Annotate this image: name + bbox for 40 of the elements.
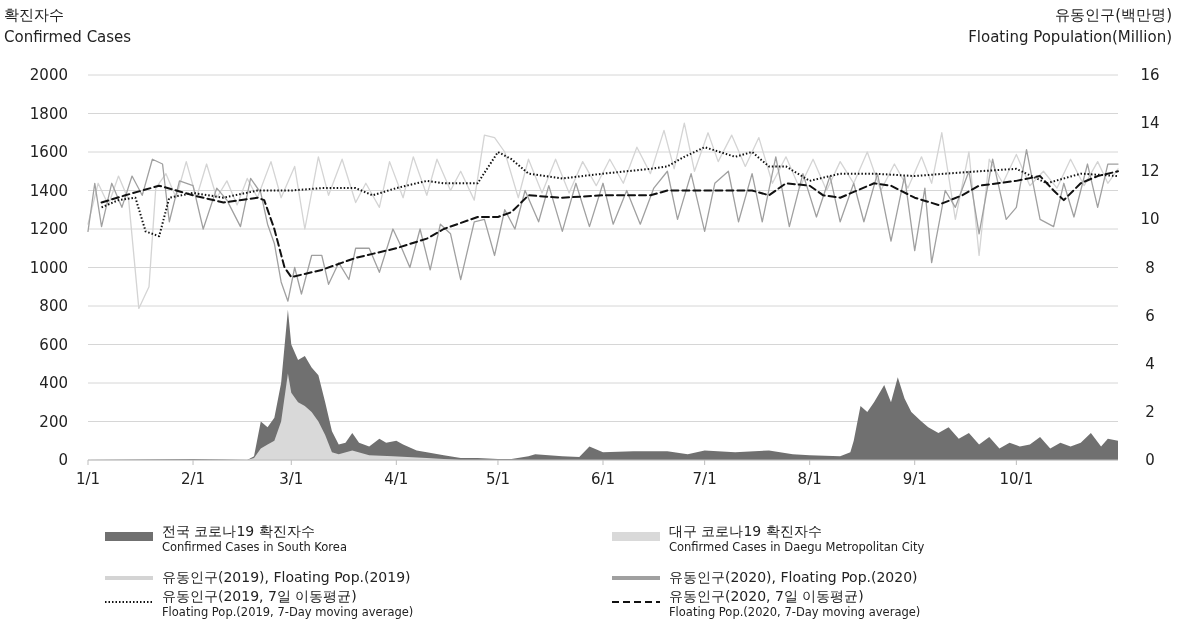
y-tick-label: 2000 [29, 66, 68, 84]
y2-tick-label: 0 [1145, 451, 1155, 469]
x-tick-label: 6/1 [590, 470, 616, 488]
legend-label: 유동인구(2020), Floating Pop.(2020) [669, 569, 918, 585]
y2-tick-label: 2 [1145, 402, 1155, 421]
y2-tick-label: 12 [1140, 162, 1160, 181]
y-tick-label: 200 [39, 412, 68, 431]
legend-label: 유동인구(2019, 7일 이동평균) Floating Pop.(2019, 7-Day moving average) [162, 588, 414, 619]
y-axis-title: 확진자수 Confirmed Cases [4, 6, 132, 46]
line-series [87, 148, 1119, 302]
x-tick-label: 7/1 [692, 470, 717, 488]
y2-tick-label: 16 [1140, 66, 1160, 84]
y-tick-label: 800 [39, 297, 68, 315]
y2-tick-label: 8 [1145, 258, 1155, 277]
legend-label: 전국 코로나19 확진자수 Confirmed Cases in South Korea [162, 523, 347, 554]
y-tick-label: 600 [39, 335, 68, 354]
y-tick-label: 400 [39, 374, 68, 392]
x-tick-label: 8/1 [797, 470, 822, 488]
y-tick-label: 1000 [29, 258, 68, 277]
y2-tick-label: 10 [1140, 210, 1160, 229]
y-tick-label: 1400 [29, 181, 68, 200]
x-tick-label: 3/1 [279, 470, 304, 488]
y2-tick-label: 6 [1145, 306, 1155, 325]
y-tick-label: 1800 [29, 104, 68, 123]
x-tick-label: 9/1 [902, 470, 927, 488]
y2-axis-title: 유동인구(백만명) Floating Population(Million) [968, 6, 1172, 46]
x-tick-label: 2/1 [180, 470, 206, 488]
x-tick-label: 5/1 [485, 470, 511, 488]
legend-label: 유동인구(2020, 7일 이동평균) Floating Pop.(2020, 7-Day moving average) [669, 588, 921, 619]
y-tick-label: 0 [58, 451, 68, 469]
legend-label: 대구 코로나19 확진자수 Confirmed Cases in Daegu Metropolitan City [669, 523, 925, 554]
y-tick-label: 1600 [29, 143, 68, 161]
x-tick-label: 1/1 [75, 470, 101, 488]
x-tick-label: 10/1 [999, 470, 1034, 488]
line-series [87, 122, 1119, 310]
y-tick-label: 1200 [29, 220, 68, 238]
y2-tick-label: 14 [1140, 114, 1160, 133]
legend-label: 유동인구(2019), Floating Pop.(2019) [162, 569, 411, 585]
x-tick-label: 4/1 [384, 470, 409, 488]
y2-tick-label: 4 [1145, 354, 1155, 373]
